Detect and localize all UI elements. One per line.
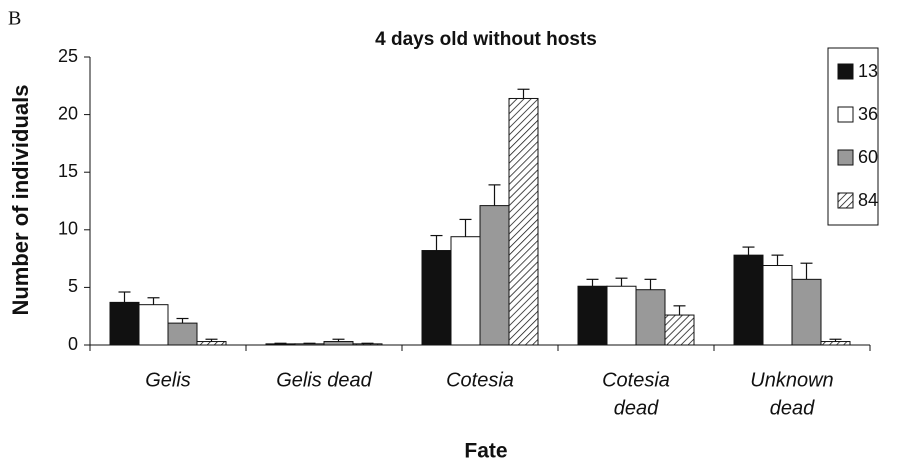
bar bbox=[265, 343, 296, 346]
legend-label: 13 bbox=[858, 61, 878, 81]
x-tick-label: Gelis bbox=[145, 369, 191, 391]
legend-swatch bbox=[837, 192, 854, 209]
bar bbox=[167, 322, 198, 346]
bar bbox=[820, 341, 851, 346]
x-tick-label: dead bbox=[770, 397, 815, 419]
y-tick-label: 25 bbox=[58, 46, 78, 66]
bar bbox=[577, 285, 608, 346]
legend-label: 84 bbox=[858, 190, 878, 210]
bar bbox=[635, 289, 666, 346]
bar bbox=[606, 285, 637, 346]
legend-swatch bbox=[837, 106, 854, 123]
x-tick-label: Cotesia bbox=[602, 369, 670, 391]
y-tick-label: 5 bbox=[68, 276, 78, 296]
chart-title: 4 days old without hosts bbox=[375, 29, 597, 50]
bar bbox=[479, 205, 510, 346]
bar bbox=[294, 343, 325, 346]
bar bbox=[791, 278, 822, 346]
x-tick-label: Cotesia bbox=[446, 369, 514, 391]
bar bbox=[508, 97, 539, 346]
bar bbox=[109, 301, 140, 346]
bar bbox=[323, 341, 354, 346]
legend-label: 60 bbox=[858, 147, 878, 167]
y-axis-label: Number of individuals bbox=[8, 84, 33, 315]
x-tick-label: Gelis dead bbox=[276, 369, 372, 391]
bar bbox=[762, 265, 793, 346]
legend-swatch bbox=[837, 63, 854, 80]
bar bbox=[352, 343, 383, 346]
bar bbox=[421, 250, 452, 346]
bar bbox=[450, 236, 481, 346]
bar bbox=[664, 314, 695, 346]
x-tick-label: dead bbox=[614, 397, 659, 419]
legend-swatch bbox=[837, 149, 854, 166]
bar bbox=[196, 341, 227, 346]
x-axis-label: Fate bbox=[464, 440, 507, 463]
bar bbox=[138, 304, 169, 346]
panel-label: B bbox=[8, 8, 21, 30]
bar bbox=[733, 254, 764, 346]
y-tick-label: 10 bbox=[58, 219, 78, 239]
x-tick-label: Unknown bbox=[750, 369, 833, 391]
legend-label: 36 bbox=[858, 104, 878, 124]
y-tick-label: 20 bbox=[58, 103, 78, 123]
y-tick-label: 0 bbox=[68, 334, 78, 354]
y-tick-label: 15 bbox=[58, 161, 78, 181]
